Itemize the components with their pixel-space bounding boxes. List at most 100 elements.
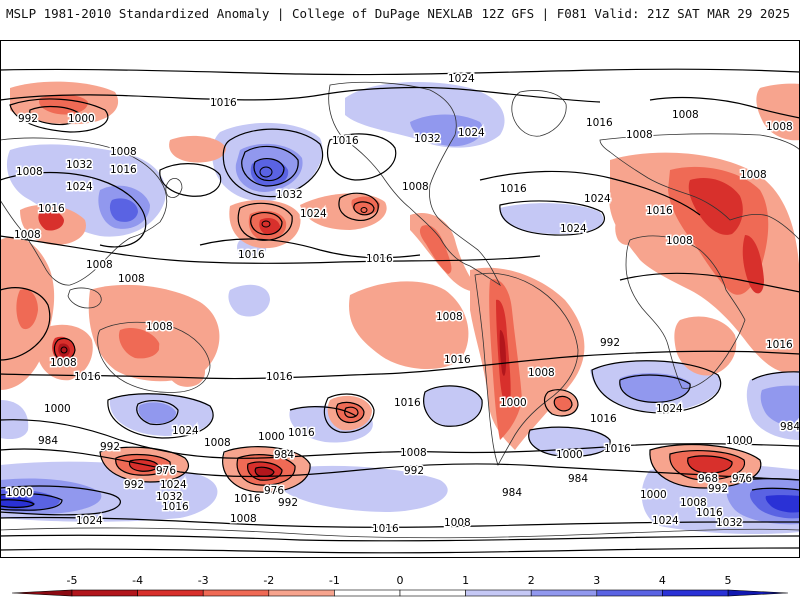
- isobar-line: [199, 238, 421, 259]
- isobar-label: 992: [124, 479, 144, 491]
- isobar-label: 1016: [500, 183, 527, 195]
- isobar-label: 1016: [210, 97, 237, 109]
- isobar-line: [543, 389, 579, 417]
- isobar-line: [222, 446, 311, 493]
- high-pressure-center: [259, 166, 273, 178]
- isobar-line: [115, 453, 171, 476]
- isobar-line: [247, 461, 283, 481]
- isobar-line: [0, 534, 800, 542]
- isobar-label: 1000: [6, 487, 33, 499]
- anomaly-negative-region: [169, 135, 226, 163]
- map-title: MSLP 1981-2010 Standardized Anomaly | Co…: [6, 6, 473, 21]
- colorbar-bin: [334, 589, 401, 597]
- anomaly-negative-region: [688, 177, 743, 235]
- isobar-line: [669, 450, 746, 481]
- isobar-label: 976: [732, 473, 752, 485]
- coastline-asia-west: [0, 137, 168, 286]
- anomaly-positive-region: [765, 495, 800, 513]
- coastline-japan: [165, 178, 183, 198]
- isobar-line: [729, 478, 800, 483]
- isobar-label: 992: [600, 337, 620, 349]
- coastline-indonesia: [67, 287, 102, 309]
- isobar-line: [553, 395, 573, 412]
- isobar-label: 992: [404, 465, 424, 477]
- coastlines: [0, 81, 800, 539]
- colorbar-bin: [465, 589, 532, 597]
- low-pressure-center: [261, 220, 271, 228]
- isobar-label: 1008: [204, 437, 231, 449]
- colorbar-bin: [137, 589, 204, 597]
- colorbar-bin: [71, 589, 138, 597]
- isobar-line: [0, 287, 51, 361]
- isobar-label: 1000: [726, 435, 753, 447]
- isobar-label: 1016: [696, 507, 723, 519]
- anomaly-positive-region: [423, 385, 483, 427]
- isobar-label: 1024: [172, 425, 199, 437]
- isobar-label: 1016: [332, 135, 359, 147]
- isobar-label: 1008: [626, 129, 653, 141]
- colorbar-tick-label: 3: [593, 574, 600, 587]
- isobar-line: [99, 446, 190, 483]
- anomaly-negative-region: [159, 339, 206, 387]
- anomaly-positive-region: [619, 373, 691, 403]
- isobar-label: 1016: [74, 371, 101, 383]
- anomaly-positive-region: [760, 385, 800, 427]
- isobar-line: [649, 443, 762, 489]
- anomaly-negative-region: [118, 327, 160, 359]
- isobar-label: 984: [274, 449, 294, 461]
- isobar-line: [335, 401, 365, 424]
- isobar-line: [353, 201, 375, 216]
- isobar-line: [0, 516, 800, 528]
- isobar-line: [591, 360, 722, 414]
- isobar-label: 1016: [266, 371, 293, 383]
- colorbar-tick-label: -2: [263, 574, 274, 587]
- isobar-line: [344, 406, 359, 418]
- isobar-label: 1024: [66, 181, 93, 193]
- isobar-label: 984: [38, 435, 58, 447]
- anomaly-shading: [0, 81, 800, 534]
- anomaly-positive-region: [109, 198, 138, 222]
- isobar-label: 1008: [50, 357, 77, 369]
- anomaly-negative-region: [499, 330, 506, 376]
- isobar-line: [649, 96, 800, 119]
- isobar-label: 1008: [146, 321, 173, 333]
- colorbar: -5 -4 -3 -2 -1 0 1 2 3 4 5: [11, 574, 789, 597]
- isobar-line: [253, 158, 285, 182]
- isobar-line: [338, 192, 379, 221]
- coastline-australia: [97, 321, 211, 393]
- isobar-label: 1016: [646, 205, 673, 217]
- isobar-line: [250, 212, 283, 236]
- colorbar-labels: -5 -4 -3 -2 -1 0 1 2 3 4 5: [67, 574, 732, 587]
- anomaly-negative-region: [554, 396, 572, 411]
- coastline-africa: [625, 235, 746, 389]
- isobar-line: [0, 493, 63, 511]
- isobar-line: [528, 426, 611, 457]
- coastline-north-america: [328, 81, 501, 287]
- isobar-line: [53, 337, 76, 362]
- isobar-label: 1024: [76, 515, 103, 527]
- anomaly-negative-region: [742, 235, 764, 294]
- isobar-line: [0, 419, 800, 459]
- isobar-label: 1008: [436, 311, 463, 323]
- isobar-line: [499, 200, 605, 236]
- colorbar-low-extend: [11, 589, 73, 597]
- isobar-label: 1000: [6, 487, 33, 499]
- isobar-line: [289, 406, 357, 417]
- low-pressure-center: [360, 207, 368, 213]
- colorbar-tick-label: 1: [462, 574, 469, 587]
- colorbar-tick-label: 2: [528, 574, 535, 587]
- isobar-line: [0, 350, 800, 380]
- isobar-label: 992: [278, 497, 298, 509]
- isobar-label: 1024: [652, 515, 679, 527]
- isobar-line: [9, 98, 109, 133]
- isobar-label: 1008: [402, 181, 429, 193]
- isobar-label: 1016: [38, 203, 65, 215]
- isobar-label: 1000: [68, 113, 95, 125]
- isobar-line: [0, 499, 35, 508]
- isobar-label: 1024: [448, 73, 475, 85]
- isobar-line: [159, 163, 222, 197]
- isobar-label: 1016: [372, 523, 399, 535]
- isobar-label: 1032: [156, 491, 183, 503]
- isobar-line: [254, 466, 275, 477]
- isobar-label: 992: [708, 483, 728, 495]
